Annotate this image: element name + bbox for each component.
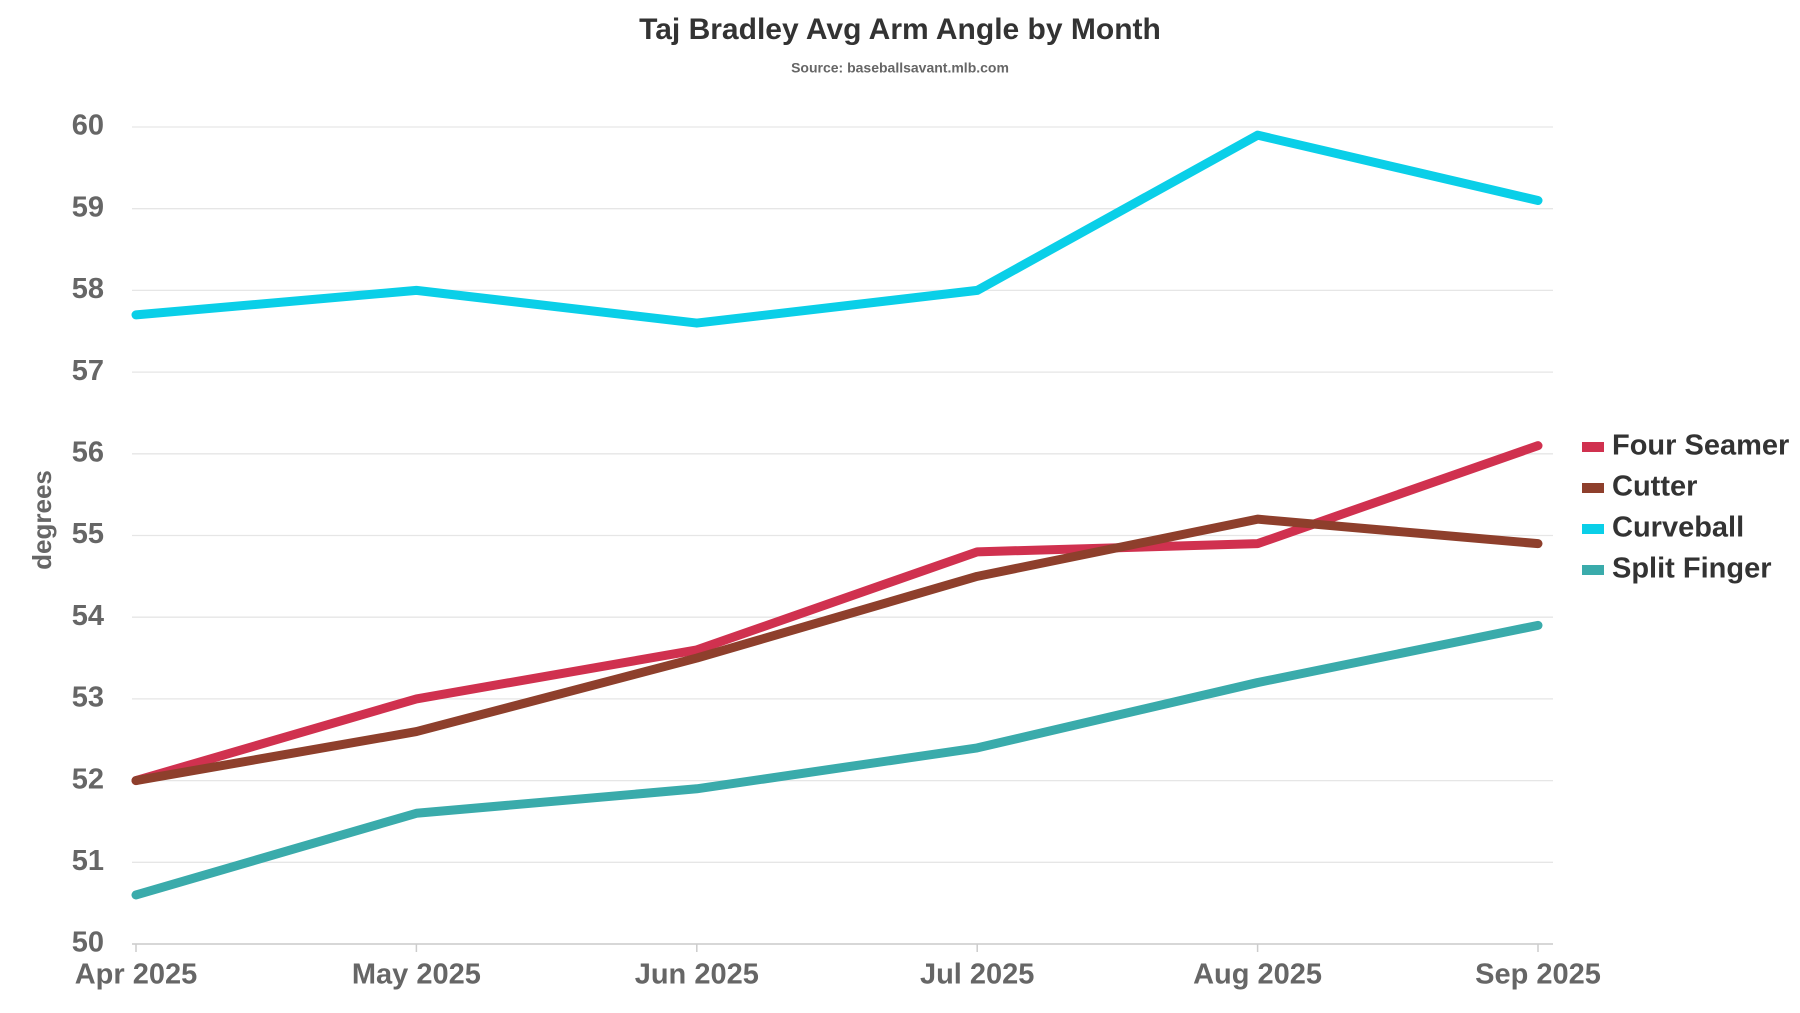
legend-swatch — [1582, 483, 1604, 493]
x-tick-label: Apr 2025 — [75, 959, 198, 991]
legend-label: Cutter — [1612, 471, 1697, 503]
x-tick-label: Aug 2025 — [1193, 959, 1322, 991]
y-tick-label: 51 — [72, 845, 104, 877]
legend-label: Four Seamer — [1612, 430, 1789, 462]
y-tick-label: 54 — [72, 600, 104, 632]
legend-swatch — [1582, 524, 1604, 534]
y-tick-label: 60 — [72, 110, 104, 142]
y-tick-label: 50 — [72, 927, 104, 959]
y-tick-label: 52 — [72, 763, 104, 795]
chart-title: Taj Bradley Avg Arm Angle by Month — [639, 13, 1161, 46]
chart-subtitle: Source: baseballsavant.mlb.com — [791, 60, 1009, 76]
legend-label: Split Finger — [1612, 553, 1772, 585]
y-tick-label: 57 — [72, 355, 104, 387]
y-tick-label: 53 — [72, 682, 104, 714]
y-tick-label: 55 — [72, 518, 104, 550]
series-line — [131, 514, 1543, 786]
y-tick-label: 56 — [72, 436, 104, 468]
x-tick-label: Jun 2025 — [635, 959, 759, 991]
series-line — [131, 130, 1543, 328]
legend-swatch — [1582, 442, 1604, 452]
y-tick-label: 58 — [72, 273, 104, 305]
x-tick-label: Jul 2025 — [920, 959, 1034, 991]
y-tick-label: 59 — [72, 191, 104, 223]
x-tick-label: May 2025 — [352, 959, 481, 991]
legend-swatch — [1582, 565, 1604, 575]
y-axis-label: degrees — [27, 470, 57, 570]
x-tick-label: Sep 2025 — [1475, 959, 1601, 991]
series-line — [131, 620, 1543, 900]
legend-label: Curveball — [1612, 512, 1744, 544]
